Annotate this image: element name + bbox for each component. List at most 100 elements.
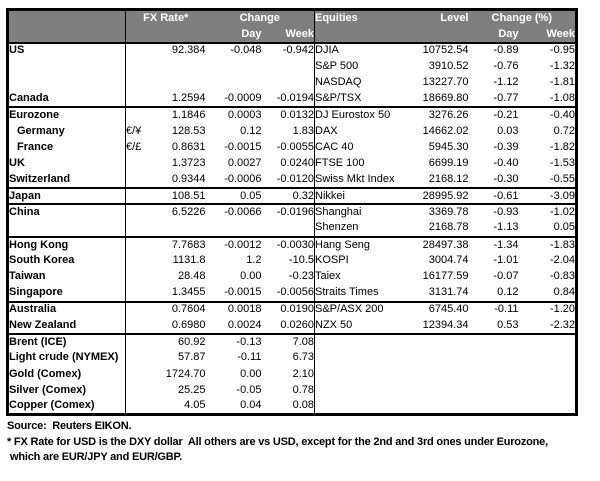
equity-week-change-cell: 0.05 (553, 221, 575, 234)
currency-pair-cell (126, 91, 150, 107)
equity-name-cell: CAC 40 (314, 139, 417, 156)
equity-level-cell: 3004.74 (428, 254, 469, 267)
equity-level-cell (417, 350, 469, 366)
table-header: FX Rate* Change Equities Level Change (%… (7, 9, 577, 43)
row-label-cell: Canada (7, 91, 126, 108)
equity-week-change-cell: -1.83 (518, 235, 577, 253)
equity-week-change-cell: -0.95 (518, 41, 577, 59)
fx-day-change-cell: -0.0015 (224, 140, 262, 153)
fx-day-change-cell (206, 221, 262, 237)
equity-week-subheader: Week (518, 27, 577, 43)
equity-week-change-cell: 0.72 (553, 124, 575, 137)
row-label-cell: UK (7, 155, 126, 172)
table-row: Switzerland 0.9344 -0.0006 -0.0120 Swiss Mkt… (7, 172, 577, 189)
equity-day-change-cell (469, 399, 519, 415)
currency-pair-cell (125, 203, 150, 221)
fx-week-change-cell: 0.0260 (280, 318, 314, 331)
fx-rate-cell: 0.9344 (171, 172, 206, 185)
currency-pair-cell (126, 75, 150, 91)
currency-pair-cell (125, 332, 150, 351)
fx-rate-cell: 1.1846 (149, 106, 206, 124)
equity-level-cell: 6699.19 (428, 157, 469, 170)
fx-change-column-header: Change (205, 9, 315, 28)
table-row: Singapore 1.3455 -0.0015 -0.0056 Straits Tim… (7, 285, 577, 302)
fx-rate-cell (150, 59, 206, 75)
table-row: Germany €/¥ 128.53 0.12 1.83 DAX 14662.02 0.03 0… (7, 123, 577, 140)
equity-day-change-cell: -0.30 (493, 172, 519, 185)
fx-rate-cell: 0.6980 (171, 318, 206, 331)
fx-week-change-cell: -10.5 (288, 254, 314, 267)
table-footnotes: Source: Reuters EIKON. * FX Rate for USD… (7, 419, 600, 466)
row-label-cell: Copper (Comex) (7, 398, 126, 415)
source-note: Source: Reuters EIKON. (7, 420, 132, 433)
currency-pair-cell (126, 318, 150, 334)
equity-name-cell: S&P 500 (314, 58, 417, 75)
equity-day-change-cell: -0.61 (468, 187, 519, 205)
equity-name-cell: FTSE 100 (314, 155, 417, 172)
fx-day-change-cell: 0.12 (240, 124, 262, 137)
fx-day-change-cell: -0.0012 (205, 235, 262, 253)
table-row: France €/£ 0.8631 -0.0015 -0.0055 CAC 40 5945.… (7, 139, 577, 156)
fx-rate-cell: 1.2594 (171, 91, 206, 104)
equity-level-cell: 2168.12 (428, 172, 469, 185)
fx-day-change-cell: -0.048 (205, 41, 262, 59)
table-row: Light crude (NYMEX) 57.87 -0.11 6.73 (7, 350, 577, 367)
fx-day-change-cell: -0.0006 (224, 172, 262, 185)
equity-name-cell: DJIA (314, 41, 417, 59)
fx-week-change-cell: -0.0194 (276, 91, 314, 104)
equity-week-change-cell (519, 366, 577, 382)
equity-name-cell: Swiss Mkt Index (314, 172, 417, 189)
equity-name-cell (314, 332, 417, 351)
equity-level-cell: 3131.74 (428, 286, 469, 299)
fx-rate-cell: 128.53 (171, 124, 206, 137)
equity-level-cell: 14662.02 (422, 124, 469, 137)
row-label-cell: Australia (7, 300, 126, 318)
fx-rate-cell: 57.87 (177, 351, 206, 364)
fx-rate-cell: 6.5226 (149, 203, 206, 221)
fx-week-change-cell (262, 221, 315, 237)
table-body: US 92.384 -0.048 -0.942 DJIA 10752.54 -0.89 -0.… (7, 41, 577, 415)
fx-week-change-cell (262, 59, 315, 75)
equity-day-change-cell: -0.77 (493, 91, 519, 104)
currency-pair-cell (126, 172, 150, 188)
row-label-cell (7, 74, 126, 92)
equity-level-cell: 10752.54 (416, 41, 469, 59)
currency-pair-cell (125, 235, 150, 253)
table-row: Eurozone 1.1846 0.0003 0.0132 DJ Eurostox 50… (7, 106, 577, 124)
fx-week-change-cell: 0.32 (261, 187, 315, 205)
header-spacer (7, 27, 126, 43)
header-spacer (314, 27, 417, 43)
fx-week-change-cell: 0.78 (292, 383, 314, 396)
equity-name-cell: NASDAQ (314, 74, 417, 92)
fx-rate-column-header: FX Rate* (125, 9, 206, 28)
fx-week-change-cell: -0.942 (261, 41, 315, 59)
row-label-cell: Taiwan (7, 269, 126, 286)
fx-day-change-cell: 0.0027 (227, 157, 262, 170)
table-row: Copper (Comex) 4.05 0.04 0.08 (7, 398, 577, 415)
fx-week-change-cell: 0.0132 (261, 106, 315, 124)
table-row: New Zealand 0.6980 0.0024 0.0260 NZX 50 12394… (7, 317, 577, 334)
fx-rate-cell: 1.3455 (171, 286, 206, 299)
equities-column-header: Equities (314, 9, 417, 28)
equity-day-change-cell: -0.76 (493, 60, 519, 72)
fx-week-change-cell: 0.0190 (261, 300, 315, 318)
fx-rate-cell: 0.8631 (171, 140, 206, 153)
equity-level-cell: 12394.34 (422, 318, 469, 331)
equity-day-change-cell (469, 382, 519, 398)
equity-week-change-cell: -2.04 (549, 254, 575, 267)
currency-pair-cell (126, 399, 150, 415)
fx-rate-cell: 1.3723 (171, 157, 206, 170)
equity-week-change-cell: -0.55 (549, 172, 575, 185)
equity-day-change-cell: -0.93 (468, 203, 519, 221)
row-label-cell: Japan (7, 187, 126, 205)
fx-week-change-cell: -0.0055 (276, 140, 314, 153)
row-label-cell (7, 58, 126, 75)
equity-day-change-cell (469, 350, 519, 366)
equity-day-change-cell: -1.12 (493, 76, 519, 89)
fx-week-change-cell: -0.0056 (276, 286, 314, 299)
equity-week-change-cell: -1.32 (549, 60, 575, 72)
equity-level-cell: 16177.59 (422, 270, 469, 283)
currency-pair-cell (126, 269, 150, 285)
equity-level-cell: 3910.52 (428, 60, 469, 72)
equity-day-change-cell: 0.03 (497, 124, 519, 137)
